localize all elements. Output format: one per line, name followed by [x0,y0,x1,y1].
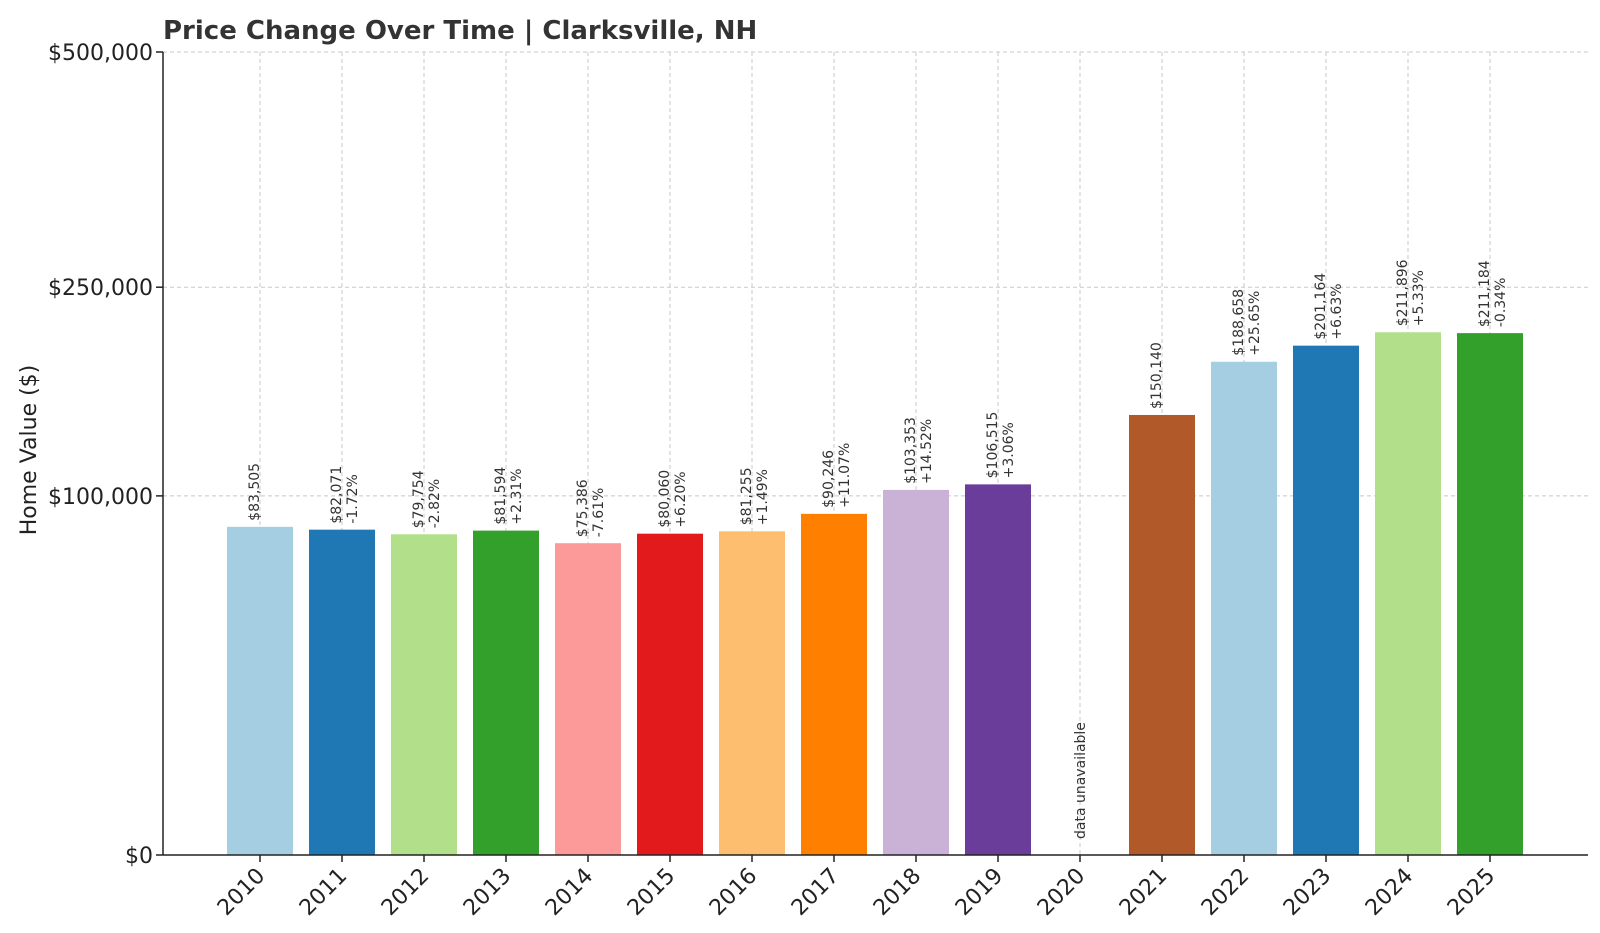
x-tick-label-2025: 2025 [1443,864,1500,921]
value-label-2014: $75,386 [575,479,591,537]
bar-2016 [719,531,785,855]
x-tick-label-2023: 2023 [1279,864,1336,921]
y-tick-label: $0 [125,844,153,869]
bar-2013 [473,530,539,855]
value-label-2021: $150,140 [1149,342,1165,409]
value-label-2016: $81,255 [739,467,755,525]
bar-2018 [883,489,949,855]
value-label-2018: $103,353 [903,417,919,484]
x-tick-label-2017: 2017 [787,864,844,921]
x-tick-label-2014: 2014 [541,864,598,921]
change-label-2014: -7.61% [591,488,607,538]
value-label-2015: $80,060 [657,470,673,528]
change-label-2016: +1.49% [755,469,771,525]
chart-title: Price Change Over Time | Clarksville, NH [163,16,757,46]
change-label-2013: +2.31% [509,468,525,524]
value-label-2013: $81,594 [493,467,509,525]
bar-2019 [965,484,1031,855]
bar-2023 [1293,345,1359,855]
bar-2021 [1129,414,1195,855]
bar-2025 [1457,333,1523,855]
x-tick-labels: 2010 2011 2012 2013 2014 2015 2016 2017 2018 2019… [213,864,1500,921]
y-tick-labels: $0 $100,000 $250,000 $500,000 [48,41,153,869]
value-label-2019: $106,515 [985,412,1001,479]
change-label-2015: +6.20% [673,471,689,527]
change-label-2024: +5.33% [1411,270,1427,326]
bars [227,332,1523,855]
value-label-2012: $79,754 [411,470,427,528]
value-label-2011: $82,071 [329,466,345,524]
bar-2010 [227,526,293,855]
y-tick-label: $250,000 [48,276,153,301]
x-tick-label-2018: 2018 [869,864,926,921]
value-label-2024: $211,896 [1395,259,1411,326]
bar-2012 [391,534,457,855]
axes [156,51,1588,862]
bar-2011 [309,529,375,855]
y-tick-label: $500,000 [48,41,153,66]
change-label-2011: -1.72% [345,474,361,524]
bar-2017 [801,513,867,855]
change-label-2019: +3.06% [1001,422,1017,478]
x-tick-label-2019: 2019 [951,864,1008,921]
x-tick-label-2021: 2021 [1115,864,1172,921]
change-label-2025: -0.34% [1493,278,1509,328]
value-label-2017: $90,246 [821,450,837,508]
x-tick-label-2024: 2024 [1361,864,1418,921]
x-tick-label-2011: 2011 [295,864,352,921]
change-label-2012: -2.82% [427,479,443,529]
bar-2022 [1211,361,1277,855]
change-label-2023: +6.63% [1329,283,1345,339]
value-label-2023: $201,164 [1313,273,1329,340]
change-label-2018: +14.52% [919,419,935,484]
x-tick-label-2015: 2015 [623,864,680,921]
x-tick-label-2020: 2020 [1033,864,1090,921]
value-label-2022: $188,658 [1231,289,1247,356]
x-tick-label-2013: 2013 [459,864,516,921]
bar-2015 [637,533,703,855]
gridlines [163,51,1588,855]
x-tick-label-2010: 2010 [213,864,270,921]
change-label-2017: +11.07% [837,443,853,508]
data-labels: $83,505 $82,071 -1.72% $79,754 -2.82% $81,594… [247,259,1509,839]
x-tick-label-2022: 2022 [1197,864,1254,921]
value-label-2025: $211,184 [1477,260,1493,327]
value-label-2010: $83,505 [247,463,263,521]
x-tick-label-2012: 2012 [377,864,434,921]
x-tick-label-2016: 2016 [705,864,762,921]
missing-label-2020: data unavailable [1073,722,1089,839]
bar-2024 [1375,332,1441,855]
change-label-2022: +25.65% [1247,291,1263,356]
bar-2014 [555,543,621,855]
y-axis-label: Home Value ($) [17,365,42,536]
y-tick-label: $100,000 [48,485,153,510]
